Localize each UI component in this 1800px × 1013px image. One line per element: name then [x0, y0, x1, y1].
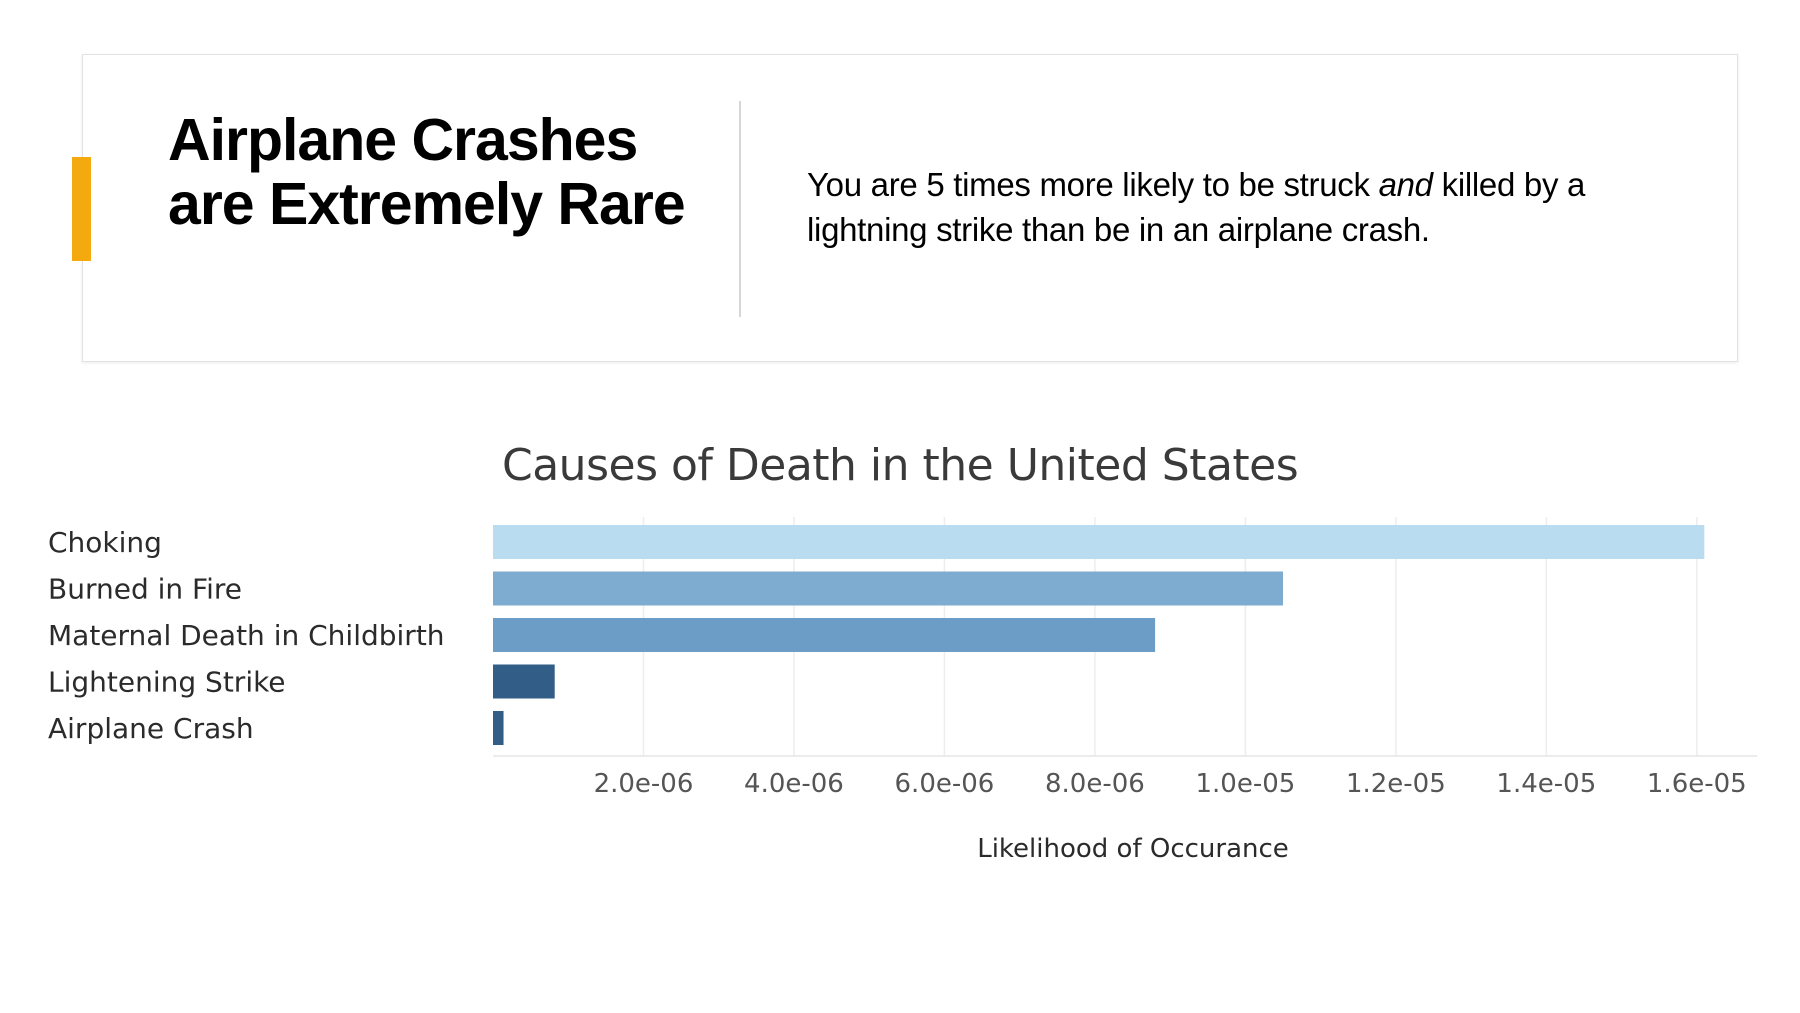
- x-tick-label: 1.4e-05: [1496, 769, 1596, 799]
- callout-text: You are 5 times more likely to be struck…: [807, 162, 1707, 252]
- bar: [493, 711, 504, 745]
- callout-text-end: killed by a lightning strike than be in …: [807, 166, 1586, 248]
- bar: [493, 571, 1283, 606]
- category-label: Maternal Death in Childbirth: [48, 619, 445, 652]
- x-tick-label: 1.6e-05: [1647, 769, 1747, 799]
- category-labels: Choking Burned in Fire Maternal Death in C…: [48, 526, 445, 745]
- accent-bar: [72, 157, 91, 261]
- x-axis-label: Likelihood of Occurance: [977, 834, 1289, 864]
- chart-title: Causes of Death in the United States: [502, 440, 1299, 491]
- bar: [493, 525, 1705, 559]
- bar: [493, 664, 555, 699]
- x-tick-label: 1.2e-05: [1346, 769, 1446, 799]
- headline: Airplane Crashes are Extremely Rare: [168, 107, 686, 237]
- x-tick-label: 4.0e-06: [744, 769, 844, 799]
- bars: [493, 525, 1705, 745]
- x-tick-labels: 2.0e-06 4.0e-06 6.0e-06 8.0e-06 1.0e-05 1.2e-…: [594, 769, 1747, 799]
- category-label: Lightening Strike: [48, 666, 286, 699]
- bar: [493, 618, 1156, 652]
- x-tick-label: 6.0e-06: [895, 769, 995, 799]
- x-tick-label: 8.0e-06: [1045, 769, 1145, 799]
- card-divider: [739, 101, 741, 317]
- category-label: Burned in Fire: [48, 573, 242, 606]
- callout-text-start: You are 5 times more likely to be struck: [807, 166, 1379, 203]
- callout-emphasis: and: [1378, 166, 1433, 203]
- x-tick-label: 2.0e-06: [594, 769, 694, 799]
- category-label: Airplane Crash: [48, 712, 254, 745]
- x-tick-label: 1.0e-05: [1195, 769, 1295, 799]
- category-label: Choking: [48, 526, 162, 559]
- headline-card: [82, 54, 1738, 362]
